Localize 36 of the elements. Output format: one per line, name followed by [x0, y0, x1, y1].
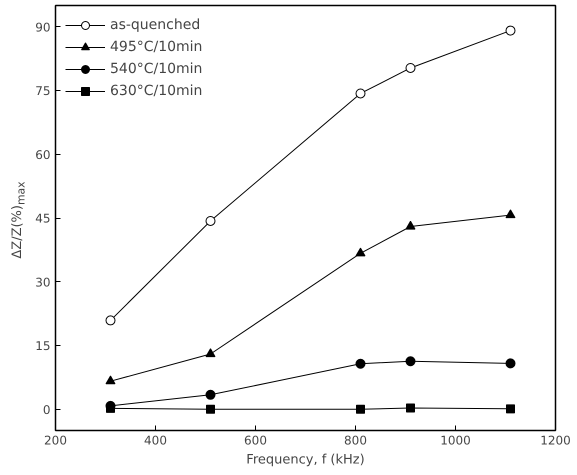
- x-tick-label: 200: [44, 434, 67, 448]
- point: [106, 315, 116, 326]
- point: [356, 248, 366, 256]
- legend-label: 630°C/10min: [110, 83, 202, 99]
- point: [406, 356, 416, 366]
- point: [506, 209, 516, 218]
- point: [206, 348, 216, 358]
- y-tick-label: 30: [35, 275, 51, 290]
- x-tick-label: 600: [244, 434, 267, 448]
- point: [356, 88, 366, 98]
- point: [206, 390, 216, 400]
- y-tick-label: 60: [35, 148, 51, 162]
- x-tick-label: 400: [144, 434, 167, 448]
- x-axis-title: Frequency, f (kHz): [246, 452, 365, 468]
- legend-label: 495°C/10min: [110, 39, 202, 55]
- y-tick-label: 0: [42, 402, 51, 417]
- point: [356, 358, 366, 369]
- y-tick-label: 90: [35, 20, 51, 34]
- point: [406, 62, 416, 73]
- x-tick-label: 1000: [440, 434, 471, 448]
- point: [406, 403, 415, 412]
- legend-label: 540°C/10min: [110, 61, 202, 77]
- y-tick-label: 45: [35, 212, 51, 226]
- point: [206, 216, 216, 226]
- legend-label: as-quenched: [110, 17, 200, 33]
- x-tick-label: 800: [344, 434, 367, 448]
- point: [506, 404, 515, 414]
- point: [106, 376, 116, 384]
- y-tick-label: 15: [35, 339, 51, 353]
- point: [406, 220, 416, 230]
- point: [506, 26, 516, 36]
- y-tick-label: 75: [35, 84, 51, 98]
- point: [356, 404, 365, 414]
- point: [206, 404, 215, 414]
- point: [506, 358, 516, 368]
- x-tick-label: 1200: [540, 434, 571, 448]
